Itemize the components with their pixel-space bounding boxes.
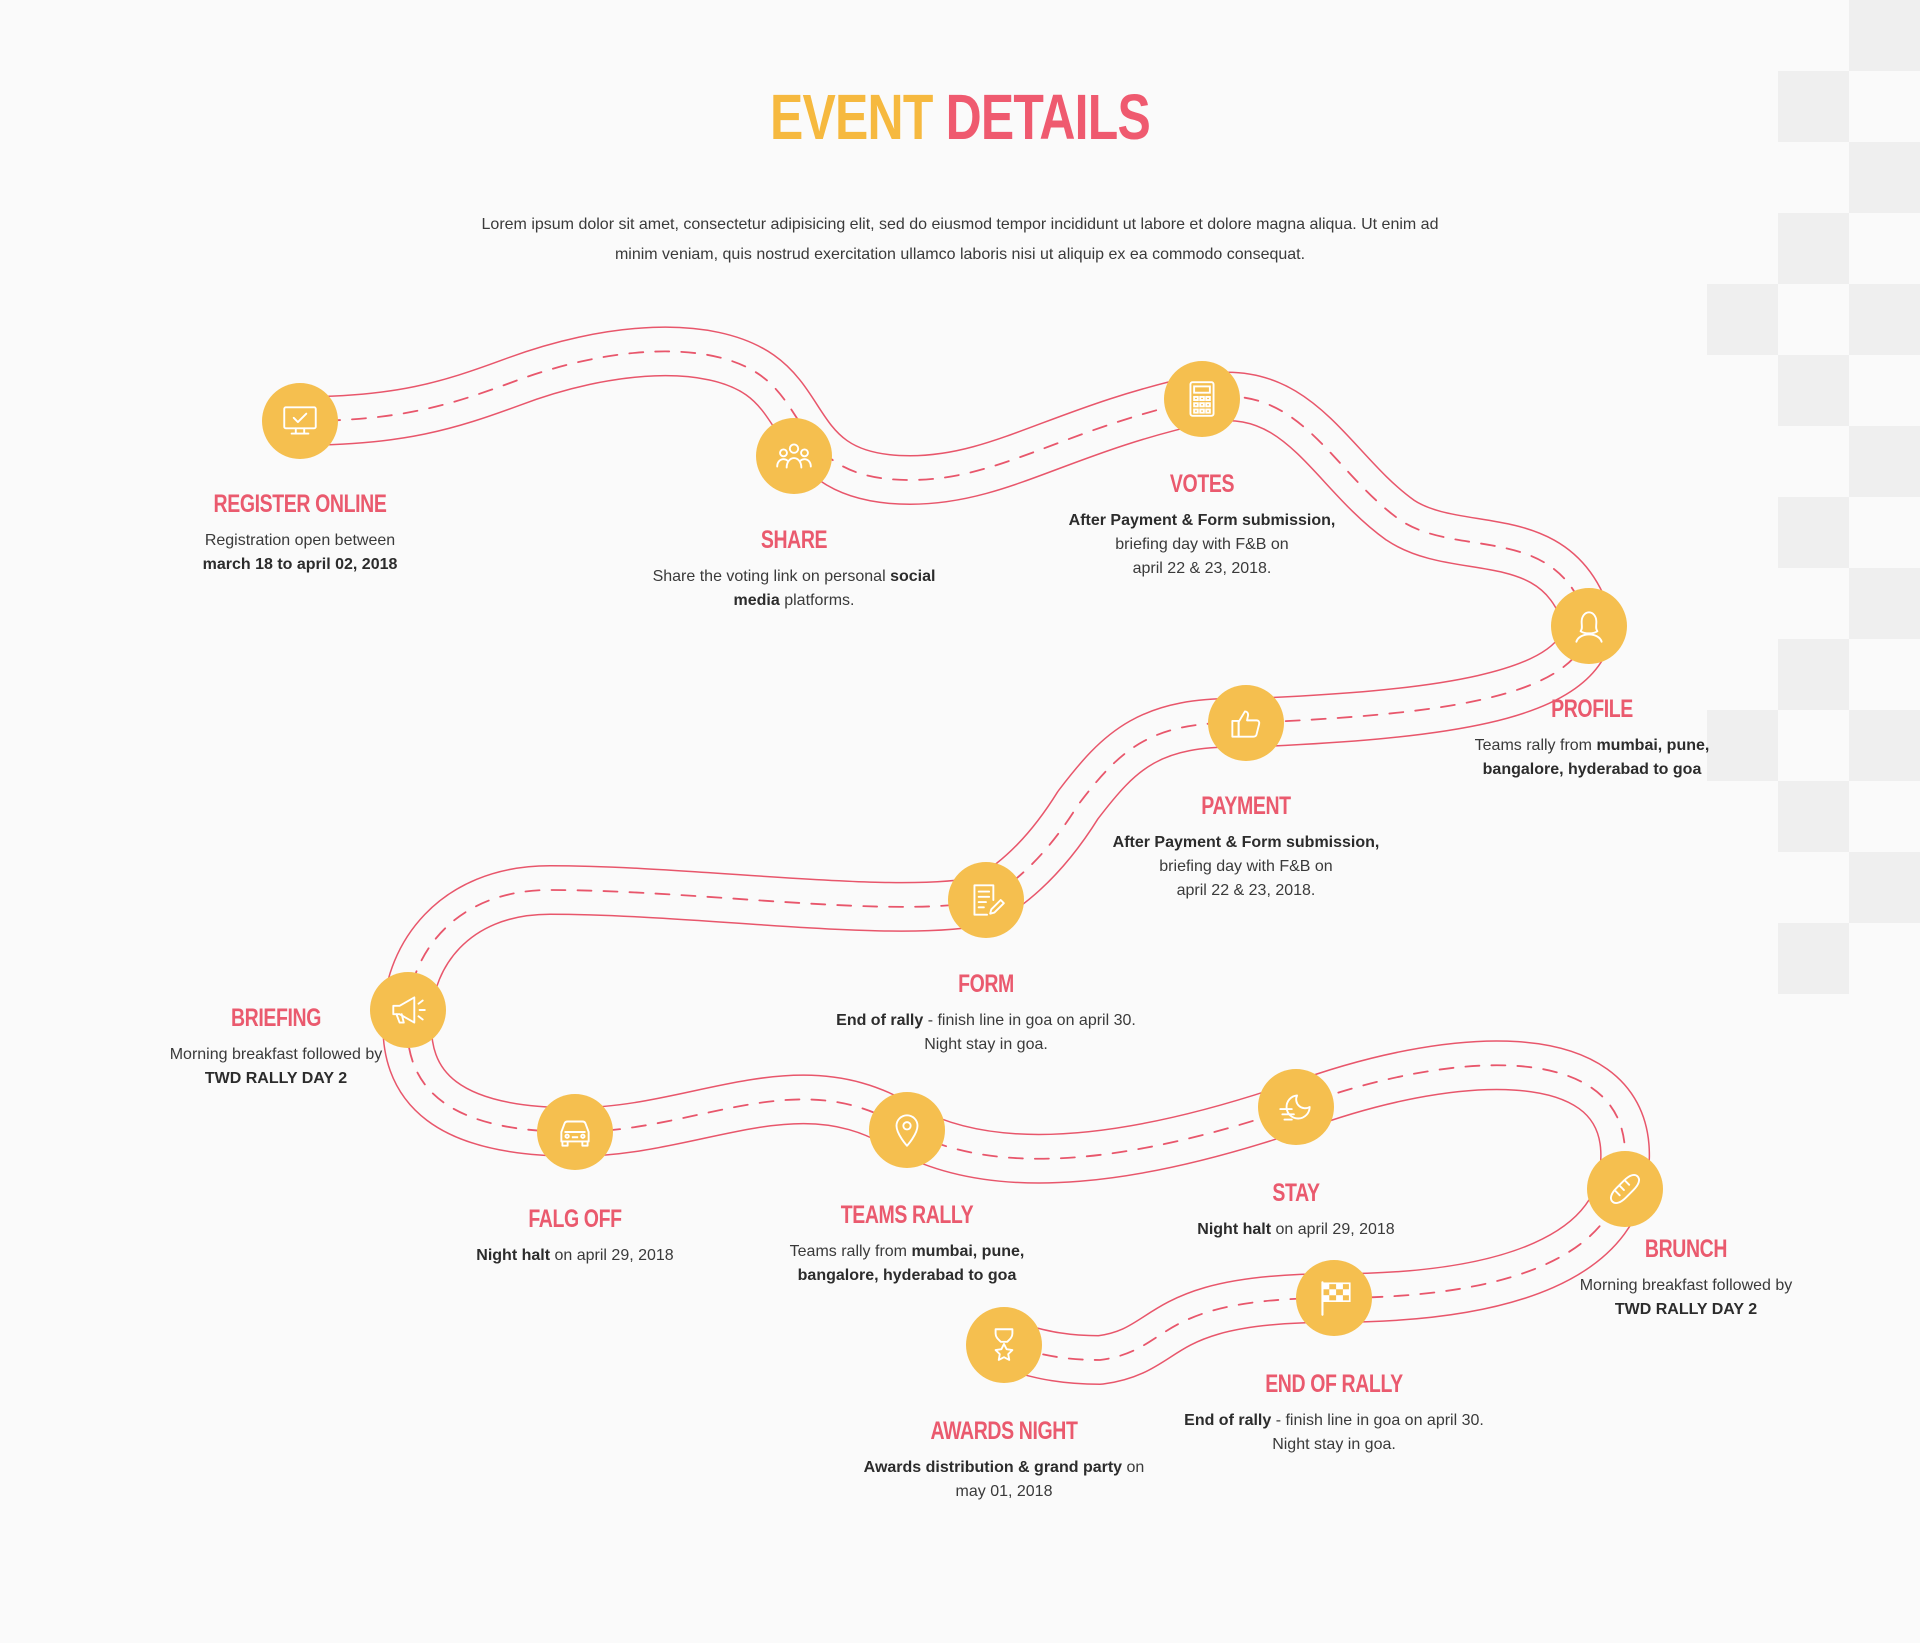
step-title: SHARE [760,526,828,554]
step-title: AWARDS NIGHT [930,1417,1078,1445]
step-title: END OF RALLY [1265,1370,1403,1398]
step-description: Morning breakfast followed by TWD RALLY D… [169,1046,383,1087]
trophy-star-icon [994,1328,1014,1361]
map-pin-icon [895,1114,919,1147]
thumbs-up-icon [1231,710,1261,738]
step-title: TEAMS RALLY [840,1201,974,1229]
step-node-share[interactable] [756,418,832,494]
step-description: Awards distribution & grand party on may … [863,1459,1145,1500]
title-word-event: EVENT [769,81,933,153]
bread-icon [1610,1174,1640,1204]
step-title: STAY [1272,1179,1320,1207]
step-label-briefing: BRIEFING Morning breakfast followed by TW… [116,1004,436,1091]
step-title: PAYMENT [1201,792,1291,820]
step-description: Teams rally from mumbai, pune, bangalore,… [1474,737,1710,778]
step-node-end-of-rally[interactable] [1296,1260,1372,1336]
step-node-falg-off[interactable] [537,1094,613,1170]
step-description: After Payment & Form submission, briefing… [1068,512,1336,577]
step-title: BRUNCH [1644,1235,1728,1263]
step-description: Teams rally from mumbai, pune, bangalore,… [789,1243,1025,1284]
step-node-profile[interactable] [1551,588,1627,664]
step-label-falg-off: FALG OFF Night halt on april 29, 2018 [415,1205,735,1268]
step-label-profile: PROFILE Teams rally from mumbai, pune, ba… [1432,695,1752,782]
megaphone-icon [392,996,426,1024]
step-description: After Payment & Form submission, briefing… [1112,834,1380,899]
step-node-stay[interactable] [1258,1069,1334,1145]
step-title: REGISTER ONLINE [213,490,387,518]
step-description: Share the voting link on personal social… [652,568,936,609]
step-node-payment[interactable] [1208,685,1284,761]
step-title: VOTES [1169,470,1235,498]
document-edit-icon [973,884,1005,916]
title-word-details: DETAILS [945,81,1151,153]
step-title: BRIEFING [230,1004,322,1032]
page-title: EVENT DETAILS [211,80,1709,154]
step-label-votes: VOTES After Payment & Form submission, br… [1042,470,1362,581]
step-node-form[interactable] [948,862,1024,938]
step-node-awards-night[interactable] [966,1307,1042,1383]
car-icon [560,1120,590,1147]
step-label-form: FORM End of rally - finish line in goa o… [826,970,1146,1057]
step-label-payment: PAYMENT After Payment & Form submission,… [1086,792,1406,903]
step-description: End of rally - finish line in goa on apr… [836,1012,1136,1053]
calculator-icon [1189,381,1215,417]
step-label-awards-night: AWARDS NIGHT Awards distribution & grand… [844,1417,1164,1504]
people-group-icon [776,443,812,469]
checker-pattern [1704,0,1920,994]
step-label-end-of-rally: END OF RALLY End of rally - finish line … [1174,1370,1494,1457]
step-label-stay: STAY Night halt on april 29, 2018 [1136,1179,1456,1242]
step-node-brunch[interactable] [1587,1151,1663,1227]
intro-text: Lorem ipsum dolor sit amet, consectetur … [481,216,1439,263]
step-title: FORM [958,970,1014,998]
step-description: Registration open between march 18 to apr… [202,532,398,573]
checkered-flag-icon [1321,1281,1351,1316]
step-node-register-online[interactable] [262,383,338,459]
step-node-votes[interactable] [1164,361,1240,437]
step-title: PROFILE [1551,695,1633,723]
step-node-briefing[interactable] [370,972,446,1048]
step-label-register-online: REGISTER ONLINE Registration open betwee… [140,490,460,577]
step-label-share: SHARE Share the voting link on personal … [634,526,954,613]
step-description: Morning breakfast followed by TWD RALLY D… [1579,1277,1793,1318]
step-node-teams-rally[interactable] [869,1092,945,1168]
step-description: Night halt on april 29, 2018 [476,1247,674,1264]
step-label-teams-rally: TEAMS RALLY Teams rally from mumbai, pun… [747,1201,1067,1288]
step-description: Night halt on april 29, 2018 [1197,1221,1395,1238]
monitor-check-icon [283,406,317,435]
user-icon [1575,611,1603,643]
moon-icon [1279,1094,1311,1121]
step-label-brunch: BRUNCH Morning breakfast followed by TWD … [1526,1235,1846,1322]
step-description: End of rally - finish line in goa on apr… [1184,1412,1484,1453]
step-title: FALG OFF [528,1205,622,1233]
